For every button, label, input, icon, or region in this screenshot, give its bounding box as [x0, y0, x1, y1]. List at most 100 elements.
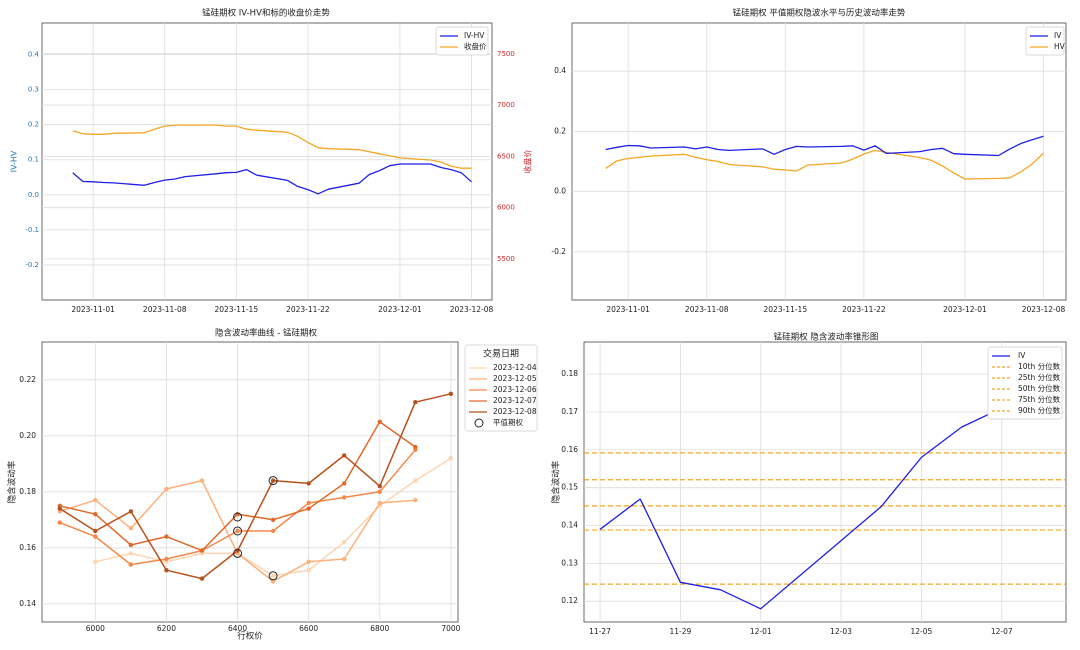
chart3-series-2023-12-08-point [377, 484, 382, 489]
chart3-series-2023-12-06-point [342, 495, 347, 500]
chart3-atm-marker [233, 512, 243, 522]
chart1-x-tick-label: 2023-11-08 [143, 305, 187, 314]
chart1-y-tick-label: 0.2 [28, 121, 39, 129]
chart2-y-tick-label: 0.4 [554, 66, 566, 75]
chart3-series-2023-12-07-point [199, 548, 205, 553]
chart1-y2-tick-label: 7000 [497, 101, 515, 109]
chart3-series-2023-12-05-point [93, 498, 98, 503]
chart3-series-2023-12-04-point [342, 540, 347, 545]
chart3-series-2023-12-07-point [342, 481, 347, 486]
chart3-x-tick-label: 6200 [157, 624, 176, 633]
chart3-legend-label: 2023-12-08 [493, 407, 537, 416]
chart3-series-2023-12-04-point [306, 568, 311, 573]
chart3-series-2023-12-05-point [164, 486, 169, 492]
chart3-y-tick-label: 0.16 [19, 543, 36, 552]
chart3-series-2023-12-08-point [270, 478, 276, 483]
chart3-series-2023-12-04-point [413, 478, 418, 483]
chart1-y-tick-label: -0.1 [25, 226, 39, 234]
chart4-frame [583, 341, 1067, 623]
chart3-series-2023-12-06-point [93, 534, 98, 539]
chart3-series-2023-12-08-point [306, 481, 311, 486]
chart4-title: 锰硅期权 隐含波动率锥形图 [774, 332, 879, 343]
chart4-legend-label: 90th 分位数 [1018, 405, 1061, 415]
chart3-series-2023-12-06-point [57, 520, 62, 525]
chart3-series-2023-12-07-point [270, 517, 276, 522]
chart3-series-2023-12-05-point [342, 556, 347, 562]
chart1-legend [435, 26, 489, 56]
chart4-legend-label: 10th 分位数 [1018, 361, 1061, 371]
chart2-y-tick-label: 0.2 [554, 126, 566, 135]
chart3-atm-marker [233, 548, 243, 558]
chart3-x-tick-label: 6400 [228, 624, 247, 633]
chart4-legend-label: 75th 分位数 [1018, 394, 1061, 404]
chart2-x-tick-label: 2023-12-08 [1022, 305, 1066, 314]
chart3-series-2023-12-04-point [128, 551, 134, 556]
chart3-legend-label: 2023-12-07 [493, 396, 537, 405]
chart1-title: 锰硅期权 IV-HV和标的收盘价走势 [202, 8, 330, 19]
chart4-legend [987, 346, 1063, 420]
chart3-series-2023-12-07-point [306, 506, 311, 511]
chart3-series-2023-12-08-point [93, 528, 98, 534]
chart4-legend-label: 25th 分位数 [1018, 372, 1061, 382]
chart3-x-tick-label: 6000 [86, 624, 105, 633]
chart3-series-2023-12-07-point [93, 512, 98, 517]
chart1-y-tick-label: 0.4 [28, 51, 40, 59]
chart1-legend-label: IV-HV [464, 31, 485, 40]
chart1-y-tick-label: 0.0 [28, 191, 39, 199]
chart4-y-tick-label: 0.13 [561, 558, 578, 567]
chart3-series-2023-12-05-point [306, 559, 311, 564]
chart3-series-2023-12-06-point [128, 562, 134, 567]
chart3-y-tick-label: 0.20 [19, 431, 36, 440]
chart3-x-tick-label: 6800 [370, 624, 389, 633]
chart3-series-2023-12-05-point [413, 498, 418, 503]
chart4-y-axis-label: 隐含波动率 [551, 460, 562, 503]
chart3-legend [464, 344, 538, 432]
chart3-series-2023-12-08-point [128, 509, 134, 514]
chart3-atm-marker [233, 526, 243, 536]
chart3-y-tick-label: 0.14 [19, 599, 36, 608]
chart4-x-tick-label: 12-01 [750, 627, 772, 636]
chart3-x-tick-label: 7000 [441, 624, 460, 633]
chart2-frame [571, 22, 1067, 301]
chart3-legend-label: 2023-12-06 [493, 385, 537, 394]
chart1-y-axis-label: IV-HV [10, 150, 19, 172]
chart4-x-tick-label: 11-29 [670, 627, 692, 636]
chart1-series-ivhv-line [72, 163, 472, 195]
chart4-legend-label: 50th 分位数 [1018, 383, 1061, 393]
chart1-x-tick-label: 2023-11-15 [215, 305, 259, 314]
chart3-frame [41, 341, 459, 623]
chart3-legend-label: 平值期权 [493, 417, 523, 427]
chart3-legend-label: 2023-12-05 [493, 374, 537, 383]
chart1-y2-tick-label: 7500 [497, 50, 515, 58]
chart1-frame [41, 22, 493, 301]
chart2-x-tick-label: 2023-11-08 [685, 305, 729, 314]
chart1-y-tick-label: 0.1 [28, 156, 39, 164]
chart3-y-tick-label: 0.22 [19, 375, 36, 384]
chart3-legend-label: 2023-12-04 [493, 363, 537, 372]
chart3-series-2023-12-08-point [448, 391, 454, 396]
chart4-x-tick-label: 12-05 [911, 627, 933, 636]
chart3-series-2023-12-05-point [128, 526, 134, 531]
chart4-y-tick-label: 0.14 [561, 521, 578, 530]
chart3-legend-marker [474, 418, 484, 428]
chart3-series-2023-12-06-point [235, 528, 240, 534]
chart3-series-2023-12-05-point [270, 579, 276, 584]
chart3-series-2023-12-06-point [306, 500, 311, 506]
chart1-y-tick-label: 0.3 [28, 86, 39, 94]
chart3-series-2023-12-04-point [93, 559, 98, 564]
chart3-series-2023-12-08-point [164, 568, 169, 573]
chart3-series-2023-12-05-point [199, 478, 205, 483]
chart2-legend [1025, 26, 1065, 56]
chart3-series-2023-12-07-point [377, 419, 382, 424]
chart4-y-tick-label: 0.16 [561, 445, 578, 454]
chart1-y2-tick-label: 6500 [497, 152, 515, 160]
chart2-legend-label: HV [1054, 42, 1066, 51]
chart2-series-iv-line [605, 135, 1044, 157]
chart2-y-tick-label: -0.2 [551, 247, 566, 256]
chart2-x-tick-label: 2023-12-01 [943, 305, 987, 314]
chart1-y2-tick-label: 5500 [497, 255, 515, 263]
chart1-x-tick-label: 2023-12-01 [378, 305, 422, 314]
chart2-legend-label: IV [1054, 31, 1062, 40]
